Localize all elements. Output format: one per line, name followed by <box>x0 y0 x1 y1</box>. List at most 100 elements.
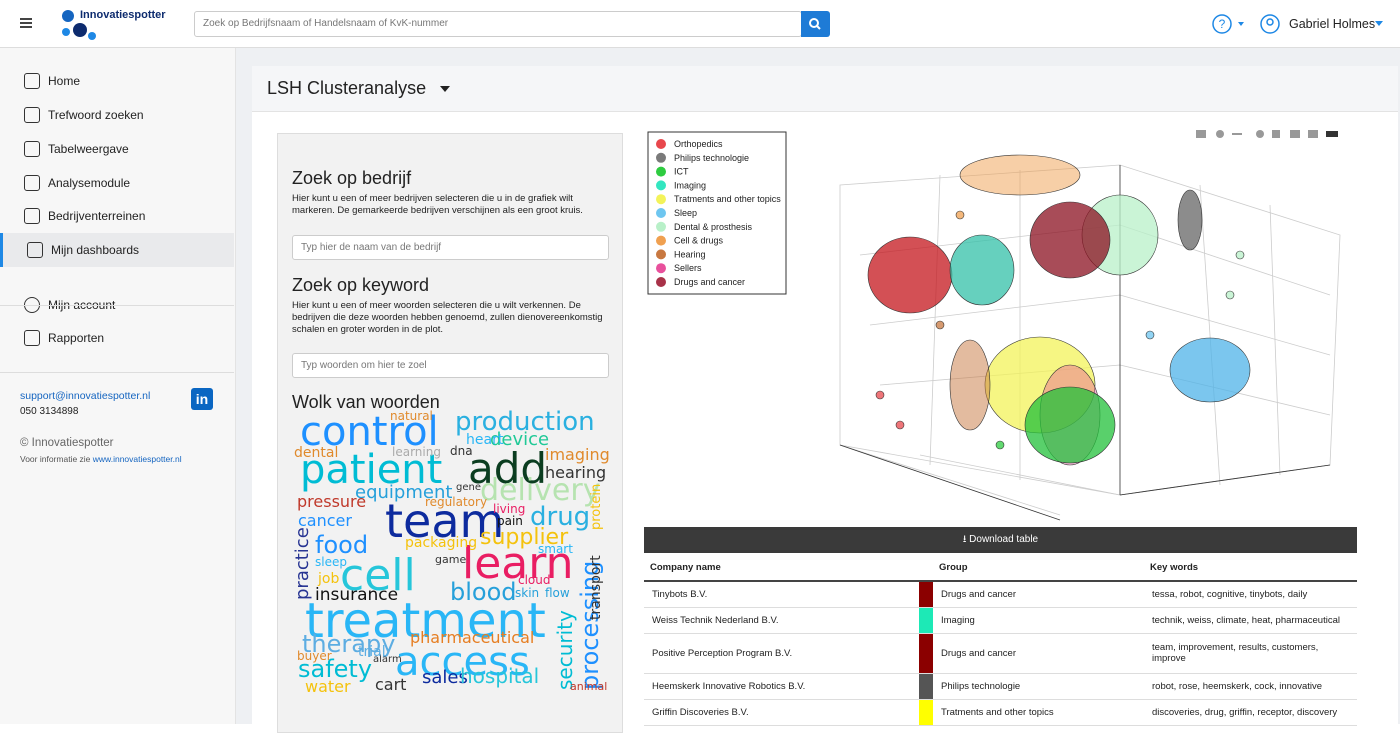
cloud-word: delivery <box>480 473 600 508</box>
column-header[interactable]: Group <box>919 555 1144 582</box>
logo <box>62 10 96 40</box>
legend-label[interactable]: Cell & drugs <box>674 236 724 246</box>
nav-label: Home <box>48 74 81 88</box>
legend-label[interactable]: Sellers <box>674 263 702 273</box>
legend-label[interactable]: Drugs and cancer <box>674 277 745 287</box>
keyword-search-title: Zoek op keyword <box>292 275 430 295</box>
search-button[interactable] <box>801 11 830 37</box>
search-input[interactable]: Zoek op Bedrijfsnaam of Handelsnaam of K… <box>194 11 802 37</box>
cloud-word: animal <box>570 680 607 693</box>
download-button[interactable]: ⭳ Download table <box>644 527 1357 553</box>
download-label: Download table <box>969 534 1039 545</box>
legend-marker <box>656 139 666 149</box>
group-swatch <box>919 582 933 607</box>
legend-label[interactable]: Dental & prosthesis <box>674 222 753 232</box>
cloud-word: hospital <box>460 664 539 688</box>
cloud-word: flow <box>545 586 570 600</box>
legend-label[interactable]: Philips technologie <box>674 153 749 163</box>
support-email[interactable]: support@innovatiespotter.nl <box>20 390 151 402</box>
copyright: © Innovatiespotter <box>20 437 114 449</box>
cloud-word: supplier <box>480 525 569 550</box>
legend-label[interactable]: ICT <box>674 167 689 177</box>
page-title[interactable]: LSH Clusteranalyse <box>267 78 427 98</box>
cloud-word: pharmaceutical <box>410 628 534 647</box>
nav-icon <box>24 330 40 346</box>
group-cell: Drugs and cancer <box>919 633 1144 674</box>
group-swatch <box>919 673 933 699</box>
nav-icon <box>24 208 40 224</box>
company-name: Weiss Technik Nederland B.V. <box>644 607 919 634</box>
nav-label: Analysemodule <box>48 176 131 190</box>
main: LSH Clusteranalyse Zoek op bedrijf Hier … <box>236 48 1400 733</box>
legend-marker <box>656 208 666 218</box>
cloud-word: packaging <box>405 535 477 551</box>
menu-button[interactable] <box>20 18 32 28</box>
cloud-word: protein <box>589 484 604 530</box>
cloud-word: dna <box>450 444 473 458</box>
nav-item[interactable]: Trefwoord zoeken <box>0 98 234 132</box>
legend-label[interactable]: Tratments and other topics <box>674 194 781 204</box>
support-phone: 050 3134898 <box>20 406 79 417</box>
divider <box>0 372 234 373</box>
user-name[interactable]: Gabriel Holmes <box>1289 17 1376 31</box>
key-words: tessa, robot, cognitive, tinybots, daily <box>1144 581 1357 608</box>
legend-label[interactable]: Imaging <box>674 180 706 190</box>
user-caret <box>1375 21 1383 26</box>
cloud-word: heart <box>466 432 504 448</box>
table-row: Griffin Discoveries B.V. Tratments and ot… <box>644 699 1357 726</box>
company-input[interactable]: Typ hier de naam van de bedrijf <box>292 235 609 260</box>
cloud-word: hearing <box>545 463 606 482</box>
group-name: Tratments and other topics <box>941 706 1054 718</box>
legend-marker <box>656 221 666 232</box>
column-header[interactable]: Key words <box>1144 555 1357 582</box>
cloud-word: cancer <box>298 511 352 530</box>
cloud-word: production <box>455 407 595 437</box>
nav-item[interactable]: Home <box>0 64 234 98</box>
info-link[interactable]: www.innovatiespotter.nl <box>92 454 182 464</box>
nav-item[interactable]: Analysemodule <box>0 166 234 200</box>
legend-label[interactable]: Hearing <box>674 249 706 259</box>
top-bar: Innovatiespotter Zoek op Bedrijfsnaam of… <box>0 0 1400 48</box>
nav-icon <box>24 175 40 191</box>
company-search-title: Zoek op bedrijf <box>292 168 412 188</box>
legend-label[interactable]: Orthopedics <box>674 139 723 149</box>
modebar[interactable] <box>1196 130 1338 138</box>
keyword-search-text: Hier kunt u een of meer woorden selecter… <box>292 300 603 335</box>
info-line: Voor informatie zie www.innovatiespotter… <box>20 454 182 464</box>
legend-label[interactable]: Sleep <box>674 208 697 218</box>
nav-item[interactable]: Tabelweergave <box>0 132 234 166</box>
linkedin-icon[interactable]: in <box>191 388 213 410</box>
cloud-word: practice <box>292 527 313 600</box>
nav-label: Rapporten <box>48 331 105 345</box>
group-swatch <box>919 633 933 673</box>
info-prefix: Voor informatie zie <box>20 454 91 464</box>
wordcloud-title: Wolk van woorden <box>292 392 440 412</box>
word-cloud: control production patient adddeviceimaging… <box>292 407 610 696</box>
cloud-word: water <box>305 677 351 696</box>
nav-label: Tabelweergave <box>48 142 129 156</box>
legend-marker <box>656 180 666 191</box>
group-name: Drugs and cancer <box>941 588 1016 600</box>
cloud-word: access <box>395 639 530 685</box>
nav-item[interactable]: Rapporten <box>0 321 234 355</box>
nav-item[interactable]: Bedrijventerreinen <box>0 199 234 233</box>
help-menu[interactable]: ? <box>1212 13 1248 35</box>
keyword-input[interactable]: Typ woorden om hier te zoel <box>292 353 609 378</box>
cloud-word: patient <box>300 447 442 493</box>
group-swatch <box>919 699 933 725</box>
table-row: Tinybots B.V. Drugs and cancer tessa, robo… <box>644 581 1357 608</box>
header-row: Company name Group Key words <box>644 555 1357 582</box>
cloud-word: drug <box>530 502 590 532</box>
cloud-word: insurance <box>315 585 398 605</box>
legend-marker <box>656 194 666 205</box>
column-header[interactable]: Company name <box>644 555 919 582</box>
cloud-word: therapy <box>302 630 395 658</box>
legend-marker <box>656 152 666 163</box>
group-name: Imaging <box>941 614 975 626</box>
cloud-word: game <box>435 553 466 566</box>
cloud-word: processing <box>576 561 604 690</box>
title-caret <box>440 86 450 92</box>
nav-item[interactable]: Mijn dashboards <box>0 233 234 267</box>
